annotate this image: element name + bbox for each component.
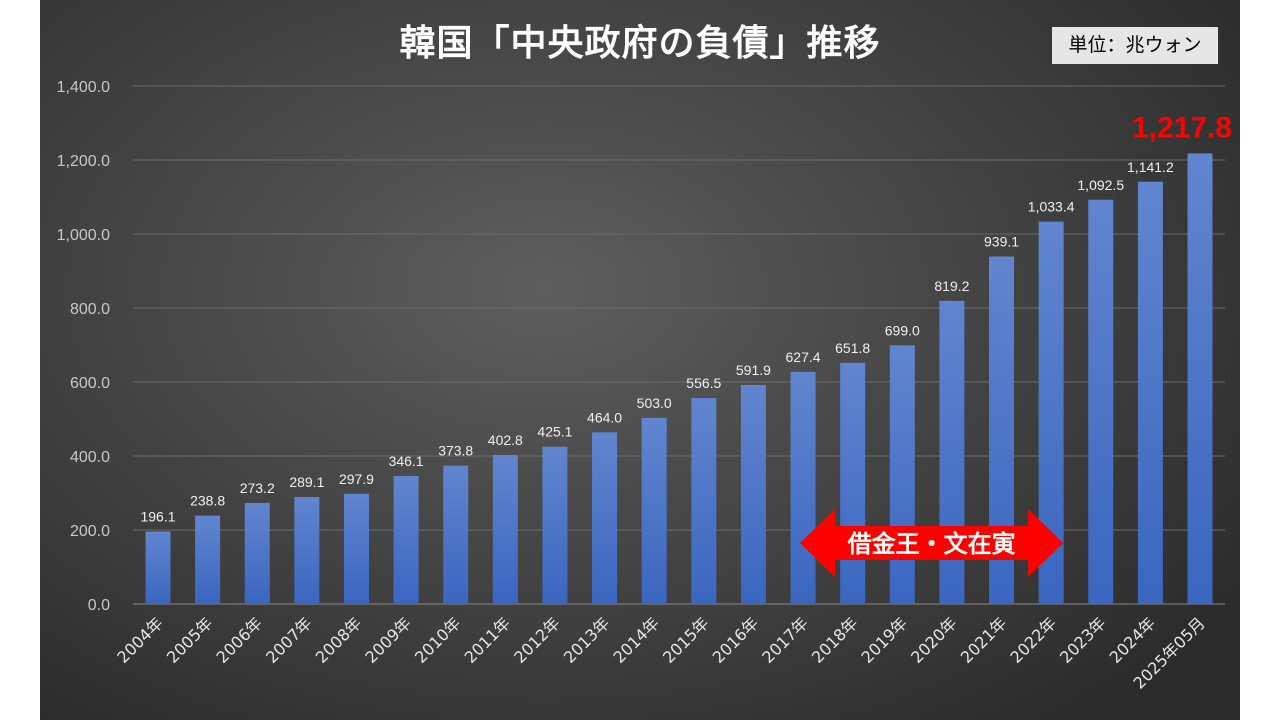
x-tick-label: 2019年	[858, 613, 912, 667]
bar	[195, 515, 221, 604]
y-tick-label: 800.0	[70, 301, 110, 318]
bar	[393, 475, 419, 604]
bar	[542, 446, 568, 604]
value-label: 1,092.5	[1077, 177, 1124, 193]
value-label: 651.8	[835, 340, 870, 356]
x-tick-label: 2007年	[262, 613, 316, 667]
y-tick-label: 400.0	[70, 449, 110, 466]
bar	[592, 432, 618, 604]
value-label: 503.0	[637, 395, 672, 411]
value-label: 1,033.4	[1028, 199, 1075, 215]
x-tick-label: 2004年	[113, 613, 167, 667]
bar	[1187, 153, 1213, 604]
bar	[641, 417, 667, 604]
value-label: 297.9	[339, 471, 374, 487]
value-label: 556.5	[686, 375, 721, 391]
x-tick-label: 2009年	[361, 613, 415, 667]
value-label: 273.2	[240, 480, 275, 496]
x-tick-label: 2008年	[312, 613, 366, 667]
double-arrow-icon	[800, 509, 1064, 577]
y-tick-label: 1,000.0	[57, 227, 110, 244]
y-tick-label: 600.0	[70, 375, 110, 392]
bar	[691, 398, 717, 604]
value-label: 699.0	[885, 322, 920, 338]
bar	[889, 345, 915, 604]
value-label: 819.2	[934, 278, 969, 294]
bar	[443, 465, 469, 604]
x-tick-label: 2010年	[411, 613, 465, 667]
bar	[740, 384, 766, 604]
x-tick-label: 2011年	[461, 613, 515, 667]
x-tick-label: 2023年	[1056, 613, 1110, 667]
bar	[790, 371, 816, 604]
x-tick-label: 2022年	[1006, 613, 1060, 667]
x-tick-label: 2006年	[213, 613, 267, 667]
bar	[1088, 199, 1114, 604]
chart-title: 韓国「中央政府の負債」推移	[399, 23, 881, 64]
bar	[492, 454, 518, 604]
value-label: 939.1	[984, 234, 1019, 250]
annotation-label: 借金王・文在寅	[847, 530, 1016, 558]
value-label: 238.8	[190, 493, 225, 509]
value-label-highlight: 1,217.8	[1132, 111, 1232, 144]
bar	[244, 502, 270, 604]
bar	[343, 493, 369, 604]
y-tick-label: 1,400.0	[57, 79, 110, 96]
y-tick-label: 0.0	[88, 597, 110, 614]
bar	[840, 362, 866, 604]
value-label: 402.8	[488, 432, 523, 448]
value-label: 464.0	[587, 409, 622, 425]
x-tick-label: 2018年	[808, 613, 862, 667]
y-tick-label: 1,200.0	[57, 153, 110, 170]
y-tick-label: 200.0	[70, 523, 110, 540]
x-tick-label: 2014年	[609, 613, 663, 667]
x-tick-label: 2020年	[907, 613, 961, 667]
x-tick-label: 2005年	[163, 613, 217, 667]
x-tick-label: 2012年	[510, 613, 564, 667]
x-tick-label: 2016年	[709, 613, 763, 667]
value-label: 627.4	[786, 349, 821, 365]
x-tick-label: 2021年	[957, 613, 1011, 667]
value-label: 346.1	[389, 453, 424, 469]
value-label: 373.8	[438, 443, 473, 459]
value-label: 591.9	[736, 362, 771, 378]
unit-label: 単位：兆ウォン	[1052, 27, 1218, 64]
value-label: 425.1	[537, 424, 572, 440]
bar	[1137, 181, 1163, 605]
value-label: 289.1	[289, 474, 324, 490]
value-label: 196.1	[140, 508, 175, 524]
x-tick-label: 2017年	[758, 613, 812, 667]
bar	[145, 531, 171, 604]
bar	[294, 497, 320, 604]
value-label: 1,141.2	[1127, 159, 1174, 175]
x-tick-label: 2013年	[560, 613, 614, 667]
x-tick-label: 2015年	[659, 613, 713, 667]
